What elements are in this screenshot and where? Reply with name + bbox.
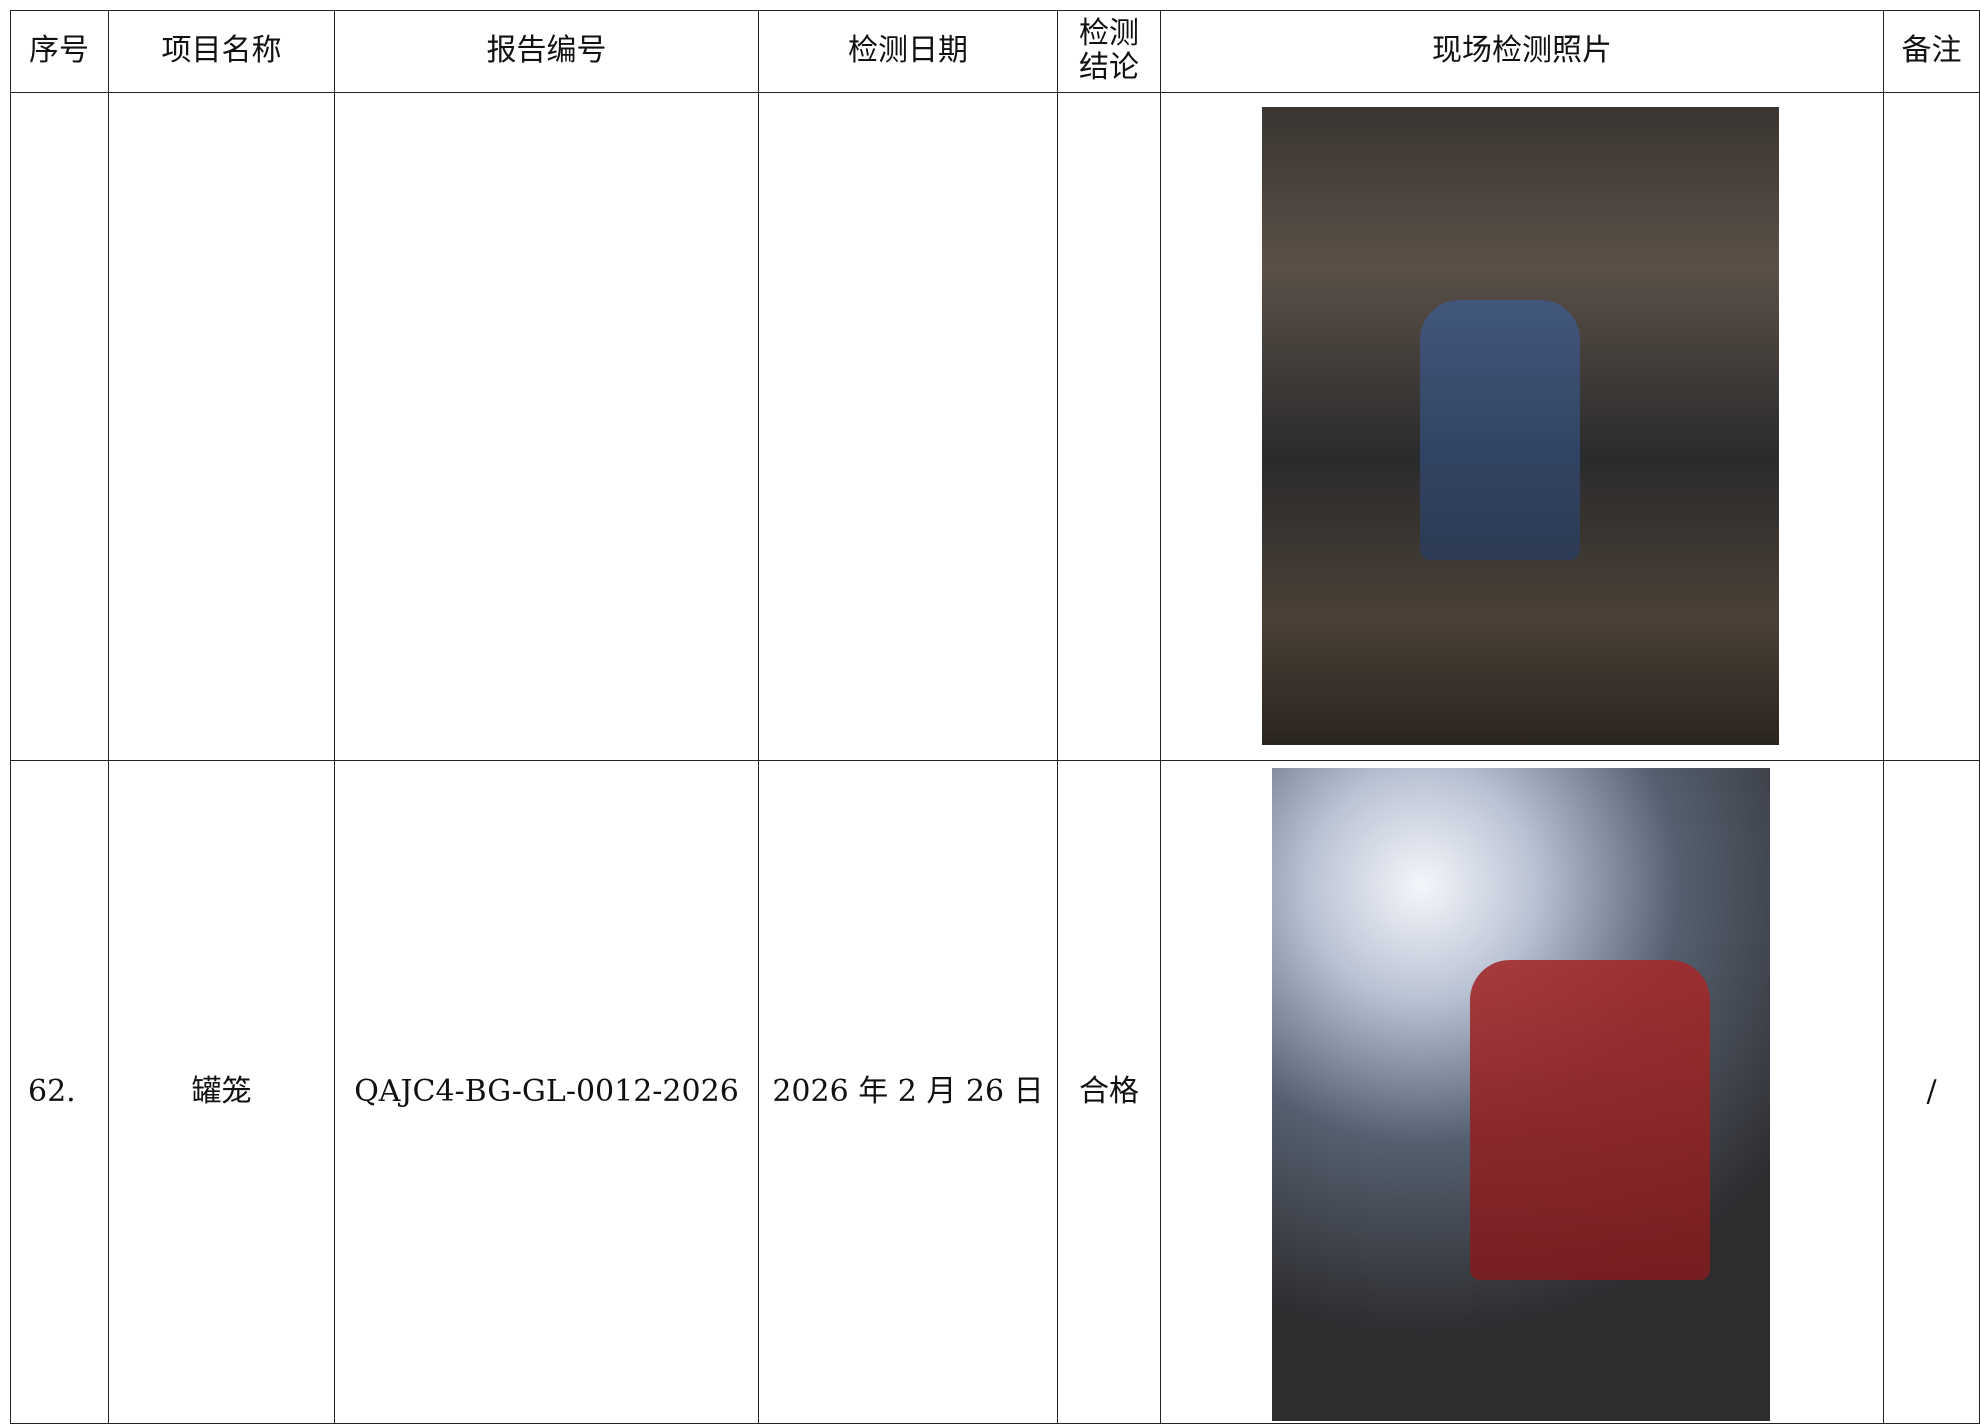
- table-cell: 罐笼: [109, 761, 335, 1424]
- header-cell: 检测结论: [1058, 10, 1161, 93]
- empty-cell: [1058, 93, 1161, 761]
- empty-cell: [1161, 93, 1884, 761]
- worker: [1420, 300, 1580, 560]
- table-cell: 合格: [1058, 761, 1161, 1424]
- empty-cell: [759, 93, 1058, 761]
- empty-cell: [335, 93, 759, 761]
- table-cell: QAJC4-BG-GL-0012-2026: [335, 761, 759, 1424]
- header-cell: 报告编号: [335, 10, 759, 93]
- header-cell: 现场检测照片: [1161, 10, 1884, 93]
- table-frame: [10, 10, 1980, 1424]
- worker: [1470, 960, 1710, 1280]
- table-cell: /: [1884, 761, 1980, 1424]
- header-cell: 序号: [10, 10, 109, 93]
- empty-cell: [109, 93, 335, 761]
- header-cell: 备注: [1884, 10, 1980, 93]
- empty-cell: [10, 93, 109, 761]
- empty-cell: [1884, 93, 1980, 761]
- table-cell: 62.: [10, 761, 109, 1424]
- header-cell: 检测日期: [759, 10, 1058, 93]
- table-cell: 2026 年 2 月 26 日: [759, 761, 1058, 1424]
- header-cell: 项目名称: [109, 10, 335, 93]
